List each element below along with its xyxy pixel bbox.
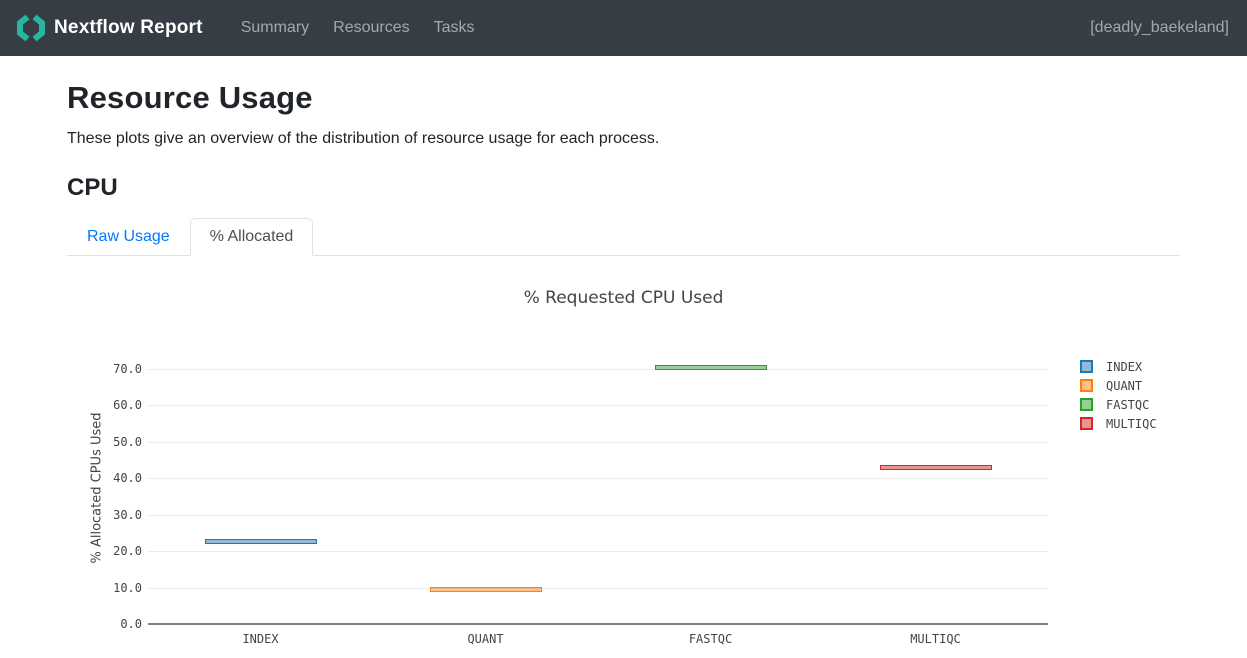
page-subtitle: These plots give an overview of the dist… bbox=[67, 130, 660, 147]
navbar-links: Summary Resources Tasks bbox=[229, 11, 487, 45]
brand-title: Nextflow Report bbox=[54, 17, 203, 38]
ytick-label-60: 60.0 bbox=[113, 398, 142, 413]
ytick-label-0: 0.0 bbox=[120, 617, 142, 631]
legend-item-quant[interactable]: QUANT bbox=[1080, 376, 1157, 395]
plot-area[interactable] bbox=[148, 353, 1048, 625]
y-axis-title: % Allocated CPUs Used bbox=[89, 412, 105, 564]
ytick-label-20: 20.0 bbox=[113, 544, 142, 559]
legend-label-fastqc: FASTQC bbox=[1106, 397, 1150, 412]
box-multiqc[interactable] bbox=[879, 464, 992, 470]
gridline-60 bbox=[148, 405, 1048, 407]
legend-item-index[interactable]: INDEX bbox=[1080, 357, 1157, 376]
legend-item-fastqc[interactable]: FASTQC bbox=[1080, 395, 1157, 414]
page-title: Resource Usage bbox=[67, 80, 313, 115]
xtick-label-quant: QUANT bbox=[467, 632, 504, 646]
gridline-10 bbox=[148, 587, 1048, 589]
box-fastqc[interactable] bbox=[654, 365, 767, 371]
section-title-cpu: CPU bbox=[67, 174, 118, 201]
chart-title: % Requested CPU Used bbox=[523, 288, 724, 308]
xtick-label-fastqc: FASTQC bbox=[688, 632, 733, 646]
legend-label-multiqc: MULTIQC bbox=[1106, 416, 1157, 431]
nav-link-resources[interactable]: Resources bbox=[333, 19, 410, 36]
nextflow-logo-icon bbox=[16, 14, 46, 42]
chart-legend: INDEX QUANT FASTQC MULTIQC bbox=[1080, 357, 1157, 433]
xtick-label-index: INDEX bbox=[242, 632, 279, 646]
ytick-label-30: 30.0 bbox=[113, 507, 142, 522]
ytick-label-40: 40.0 bbox=[113, 471, 142, 486]
legend-swatch-index bbox=[1080, 360, 1093, 373]
gridline-20 bbox=[148, 551, 1048, 553]
legend-swatch-fastqc bbox=[1080, 398, 1093, 411]
gridline-40 bbox=[148, 478, 1048, 480]
legend-swatch-multiqc bbox=[1080, 417, 1093, 430]
nav-link-summary[interactable]: Summary bbox=[240, 19, 310, 36]
main-content: Resource Usage These plots give an overv… bbox=[0, 56, 1247, 658]
gridline-30 bbox=[148, 514, 1048, 516]
tab-allocated[interactable]: % Allocated bbox=[189, 218, 314, 256]
gridline-50 bbox=[148, 441, 1048, 443]
legend-item-multiqc[interactable]: MULTIQC bbox=[1080, 414, 1157, 433]
top-navbar: Nextflow Report Summary Resources Tasks [d… bbox=[0, 0, 1247, 56]
ytick-label-70: 70.0 bbox=[113, 362, 142, 377]
xtick-label-multiqc: MULTIQC bbox=[910, 632, 961, 646]
cpu-tab-bar: Raw Usage% Allocated bbox=[67, 218, 1180, 256]
legend-swatch-quant bbox=[1080, 379, 1093, 392]
box-index[interactable] bbox=[204, 539, 317, 545]
ytick-label-50: 50.0 bbox=[113, 434, 142, 449]
tab-raw-usage[interactable]: Raw Usage bbox=[67, 218, 190, 256]
box-quant[interactable] bbox=[429, 586, 542, 592]
gridline-70 bbox=[148, 369, 1048, 371]
legend-label-quant: QUANT bbox=[1106, 378, 1143, 393]
ytick-label-10: 10.0 bbox=[113, 580, 142, 595]
nav-link-tasks[interactable]: Tasks bbox=[433, 19, 475, 36]
run-name: [deadly_baekeland] bbox=[1090, 19, 1229, 36]
brand[interactable]: Nextflow Report bbox=[16, 14, 203, 42]
legend-label-index: INDEX bbox=[1106, 359, 1143, 374]
cpu-allocated-chart: % Requested CPU Used % Allocated CPUs Us… bbox=[67, 258, 1180, 658]
x-axis-line bbox=[148, 623, 1048, 625]
